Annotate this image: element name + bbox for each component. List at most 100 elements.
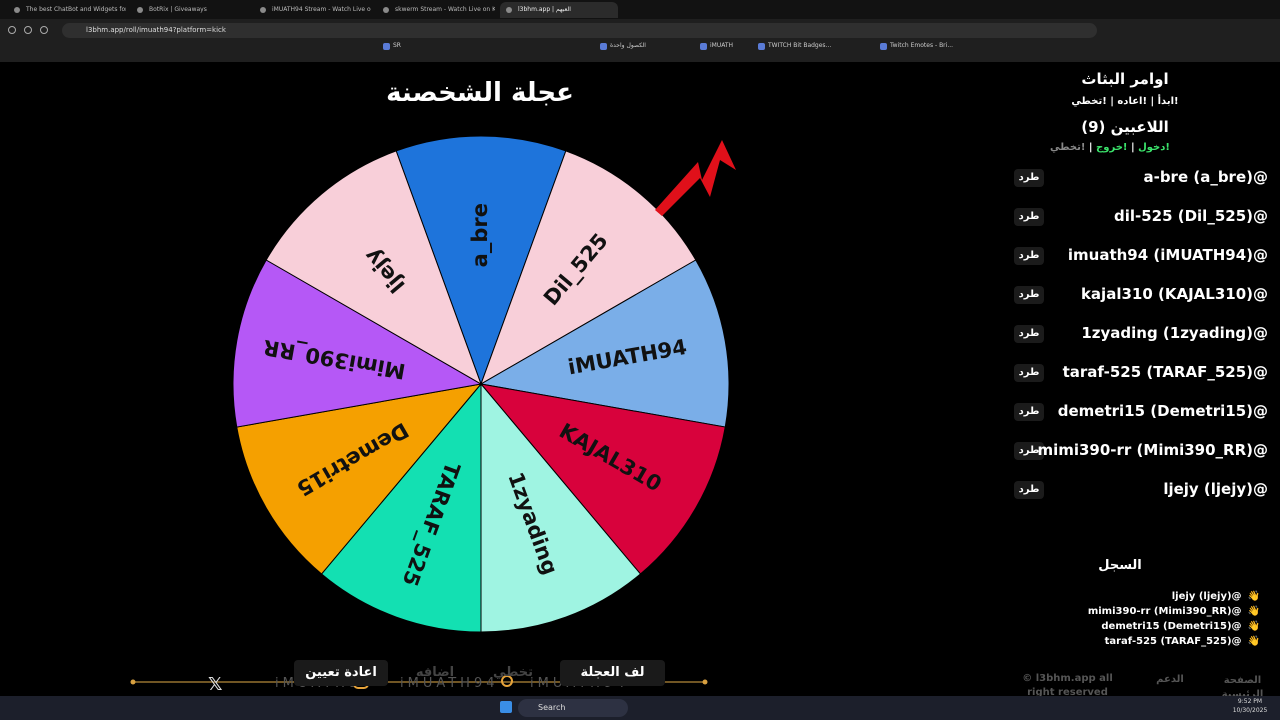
log-entry: demetri15 (Demetri15)@ 👋 — [1101, 621, 1260, 632]
player-name: dil-525 (Dil_525)@ — [1113, 207, 1268, 225]
wheel-segment — [480, 382, 642, 633]
browser-tab[interactable]: The best ChatBot and Widgets for K — [8, 2, 126, 18]
log-text: taraf-525 (TARAF_525)@ — [1104, 636, 1242, 647]
separator: | — [1085, 142, 1097, 153]
bookmark[interactable]: Twitch Emotes - Bri... — [880, 42, 953, 50]
start-button[interactable] — [500, 701, 512, 713]
skip-button[interactable]: تخطي — [492, 665, 534, 680]
reset-button[interactable]: اعادة تعيين — [294, 660, 388, 686]
browser-chrome: The best ChatBot and Widgets for K BotRix… — [0, 0, 1280, 62]
player-command: !خروج — [1096, 142, 1128, 153]
side-panel: اوامر البثاث !ابدأ | !اعاده | !تخطي اللا… — [990, 62, 1280, 696]
forward-button[interactable] — [24, 26, 32, 34]
kick-button[interactable]: طرد — [1014, 442, 1044, 460]
wheel-segment — [320, 382, 482, 633]
taskbar: Search 9:52 PM 10/30/2025 — [0, 696, 1280, 720]
log-text: ljejy (ljejy)@ — [1171, 591, 1242, 602]
wheel[interactable]: a_bre Dil_525iMUATH94KAJAL3101zyadingTARA… — [0, 62, 960, 696]
kick-button[interactable]: طرد — [1014, 325, 1044, 343]
player-row: طرد mimi390-rr (Mimi390_RR)@ — [1010, 439, 1268, 463]
bookmark[interactable]: SR — [383, 42, 401, 50]
log-icon: 👋 — [1247, 621, 1260, 632]
tab-strip: The best ChatBot and Widgets for K BotRix… — [0, 0, 1280, 19]
browser-tab[interactable]: l3bhm.app | العبهم — [500, 2, 618, 18]
kick-button[interactable]: طرد — [1014, 481, 1044, 499]
watermark-text: iMUATH94 — [400, 676, 499, 691]
log-text: mimi390-rr (Mimi390_RR)@ — [1087, 606, 1242, 617]
player-row: طرد taraf-525 (TARAF_525)@ — [1010, 361, 1268, 385]
player-name: imuath94 (iMUATH94)@ — [1067, 246, 1268, 264]
player-name: kajal310 (KAJAL310)@ — [1080, 285, 1268, 303]
clock-time: 9:52 PM — [1237, 698, 1263, 705]
log-icon: 👋 — [1247, 591, 1260, 602]
watermark-dot — [130, 679, 136, 685]
copyright: © l3bhm.app all right reserved — [1022, 673, 1113, 696]
kick-button[interactable]: طرد — [1014, 247, 1044, 265]
browser-tab[interactable]: BotRix | Giveaways — [131, 2, 249, 18]
wheel-segment — [265, 150, 482, 386]
wheel-pointer — [655, 140, 736, 216]
tiktok-icon — [501, 675, 513, 687]
bookmark[interactable]: TWITCH Bit Badges... — [758, 42, 831, 50]
log-entry: taraf-525 (TARAF_525)@ 👋 — [1105, 636, 1260, 647]
player-row: طرد ljejy (ljejy)@ — [1010, 478, 1268, 502]
player-command: !دخول — [1138, 142, 1170, 153]
log-title: السجل — [1098, 558, 1142, 573]
kick-button[interactable]: طرد — [1014, 169, 1044, 187]
player-row: طرد demetri15 (Demetri15)@ — [1010, 400, 1268, 424]
player-commands: !دخول | !خروج | !تخطي — [990, 142, 1230, 153]
player-row: طرد imuath94 (iMUATH94)@ — [1010, 244, 1268, 268]
spin-button[interactable]: لف العجلة — [560, 660, 665, 686]
home-link[interactable]: الصفحة الرئيسية — [1221, 675, 1264, 696]
bookmark[interactable]: iMUATH — [700, 42, 733, 50]
player-row: طرد kajal310 (KAJAL310)@ — [1010, 283, 1268, 307]
wheel-segment — [395, 135, 567, 386]
player-name: ljejy (ljejy)@ — [1163, 480, 1268, 498]
player-name: 1zyading (1zyading)@ — [1081, 324, 1268, 342]
players-title: اللاعبين (9) — [1081, 118, 1169, 136]
wheel-segment — [232, 259, 483, 428]
kick-button[interactable]: طرد — [1014, 208, 1044, 226]
wheel-segment — [480, 150, 697, 386]
kick-button[interactable]: طرد — [1014, 403, 1044, 421]
player-row: طرد a-bre (a_bre)@ — [1010, 166, 1268, 190]
player-command: !تخطي — [1050, 142, 1086, 153]
player-name: mimi390-rr (Mimi390_RR)@ — [1037, 441, 1268, 459]
wheel-segment — [479, 259, 730, 428]
wheel-title: عجلة الشخصنة — [386, 78, 574, 108]
player-name: demetri15 (Demetri15)@ — [1057, 402, 1268, 420]
wheel-segment — [236, 383, 483, 575]
player-name: taraf-525 (TARAF_525)@ — [1062, 363, 1268, 381]
player-row: طرد dil-525 (Dil_525)@ — [1010, 205, 1268, 229]
search-box[interactable]: Search — [518, 699, 628, 717]
player-name: a-bre (a_bre)@ — [1143, 168, 1268, 186]
watermark-dot — [702, 679, 708, 685]
clock-date: 10/30/2025 — [1232, 707, 1268, 714]
browser-tab[interactable]: iMUATH94 Stream - Watch Live o — [254, 2, 372, 18]
separator: | — [1127, 142, 1139, 153]
bookmarks-bar: SR الكصول واحدة iMUATH TWITCH Bit Badges...… — [0, 40, 1280, 54]
log-icon: 👋 — [1247, 606, 1260, 617]
kick-button[interactable]: طرد — [1014, 286, 1044, 304]
player-row: طرد 1zyading (1zyading)@ — [1010, 322, 1268, 346]
reload-button[interactable] — [40, 26, 48, 34]
browser-tab[interactable]: skwerm Stream - Watch Live on Kick — [377, 2, 495, 18]
log-text: demetri15 (Demetri15)@ — [1101, 621, 1242, 632]
log-entry: ljejy (ljejy)@ 👋 — [1172, 591, 1260, 602]
log-icon: 👋 — [1247, 636, 1260, 647]
segment-label: a_bre — [468, 203, 492, 267]
back-button[interactable] — [8, 26, 16, 34]
wheel-segments: a_bre Dil_525iMUATH94KAJAL3101zyadingTARA… — [232, 135, 730, 633]
commands-title: اوامر البثاث — [1081, 70, 1169, 88]
add-button[interactable]: اضافه — [415, 665, 455, 680]
commands: !ابدأ | !اعاده | !تخطي — [1071, 96, 1179, 107]
address-bar[interactable]: l3bhm.app/roll/imuath94?platform=kick — [62, 23, 1097, 38]
bookmark[interactable]: الكصول واحدة — [600, 42, 646, 50]
x-icon: 𝕏 — [208, 674, 223, 695]
log-entry: mimi390-rr (Mimi390_RR)@ 👋 — [1088, 606, 1260, 617]
kick-button[interactable]: طرد — [1014, 364, 1044, 382]
wheel-segment — [479, 383, 726, 575]
support-link[interactable]: الدعم — [1156, 674, 1184, 685]
